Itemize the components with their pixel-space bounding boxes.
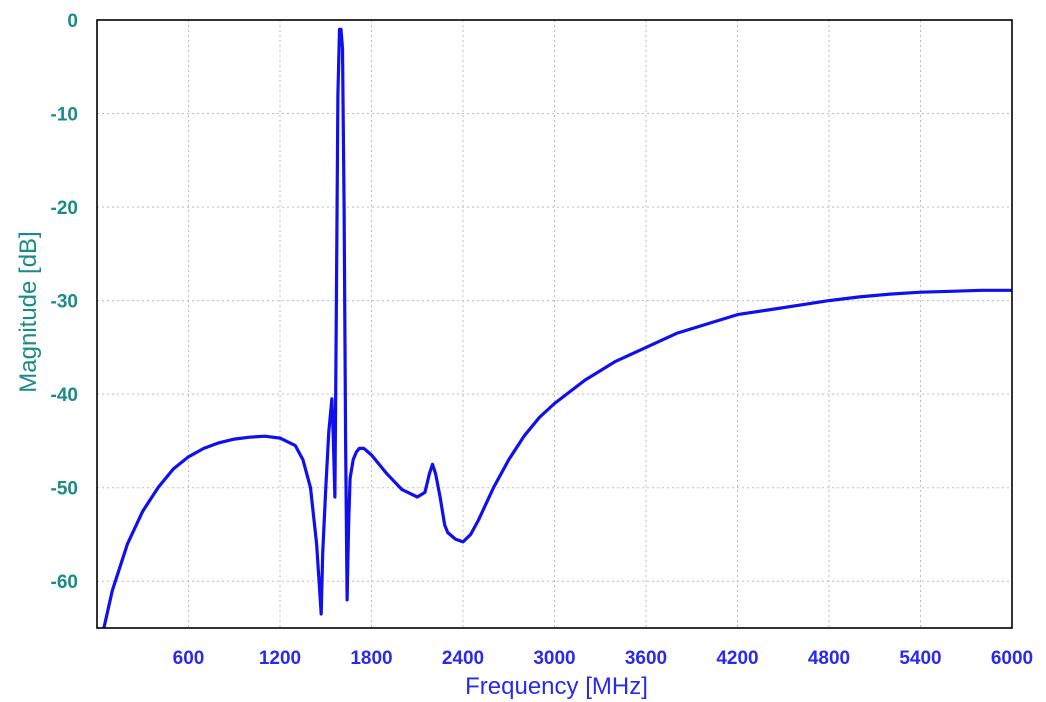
x-tick-labels: 600 1200 1800 2400 3000 3600 4200 4800 5400 6000: [173, 648, 1033, 669]
x-tick-label: 3000: [533, 648, 575, 669]
series-line: [102, 27, 1012, 628]
x-tick-label: 3600: [625, 648, 667, 669]
x-tick-label: 4800: [808, 648, 850, 669]
y-tick-labels: 0 -10 -20 -30 -40 -50 -60: [51, 11, 78, 593]
y-tick-label: -60: [51, 572, 78, 593]
x-tick-label: 1200: [259, 648, 301, 669]
y-tick-label: -40: [51, 385, 78, 406]
x-tick-label: 5400: [899, 648, 941, 669]
x-axis-label: Frequency [MHz]: [465, 673, 648, 700]
y-axis-label: Magnitude [dB]: [15, 231, 42, 392]
series-layer: [102, 27, 1012, 628]
x-tick-label: 2400: [442, 648, 484, 669]
x-tick-label: 1800: [350, 648, 392, 669]
y-tick-label: -10: [51, 105, 78, 126]
y-tick-label: 0: [67, 11, 78, 32]
y-tick-label: -20: [51, 198, 78, 219]
x-tick-label: 600: [173, 648, 205, 669]
x-tick-label: 6000: [991, 648, 1033, 669]
plot-frame: [96, 19, 1013, 629]
y-tick-label: -50: [51, 479, 78, 500]
y-tick-label: -30: [51, 292, 78, 313]
x-tick-label: 4200: [716, 648, 758, 669]
gridlines: [97, 20, 1012, 628]
